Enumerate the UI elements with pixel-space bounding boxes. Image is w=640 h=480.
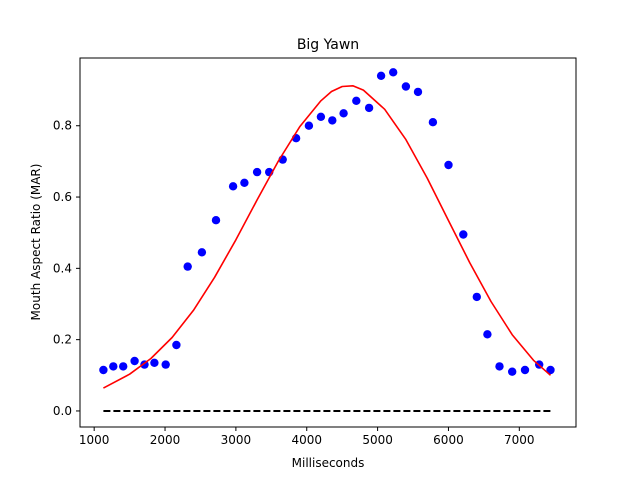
data-point [495, 362, 504, 371]
data-point [183, 262, 192, 271]
x-axis-label: Milliseconds [292, 456, 365, 470]
data-point [109, 362, 118, 371]
x-tick-label: 4000 [291, 433, 322, 447]
data-point [240, 178, 249, 187]
x-tick-label: 5000 [362, 433, 393, 447]
data-point [428, 118, 438, 127]
y-tick-label: 0.6 [53, 190, 72, 204]
data-point [389, 68, 398, 77]
data-point [304, 121, 314, 130]
data-point [520, 365, 530, 375]
data-point [316, 112, 326, 122]
data-point [197, 248, 207, 257]
data-point [352, 96, 361, 106]
chart-title: Big Yawn [297, 37, 359, 53]
plot-frame [79, 57, 577, 428]
data-point [328, 116, 337, 125]
data-point [252, 167, 262, 177]
data-point [172, 340, 181, 350]
x-tick-label: 2000 [150, 433, 181, 447]
data-point [339, 109, 348, 118]
plot-area [99, 68, 555, 412]
x-tick-label: 7000 [504, 433, 535, 447]
y-tick-label: 0.0 [53, 404, 72, 418]
data-point [130, 356, 139, 366]
y-tick-label: 0.4 [53, 261, 72, 275]
data-point [401, 82, 411, 91]
data-point [483, 330, 492, 339]
x-tick-label: 3000 [221, 433, 252, 447]
data-point [364, 103, 374, 113]
data-point [99, 365, 108, 375]
data-point [546, 365, 555, 375]
y-tick-label: 0.2 [53, 333, 72, 347]
y-axis-label: Mouth Aspect Ratio (MAR) [29, 164, 43, 321]
x-tick-label: 6000 [433, 433, 464, 447]
data-point [211, 216, 221, 225]
data-point [444, 160, 453, 170]
data-point [413, 87, 423, 97]
axes: 1000 2000 3000 4000 5000 6000 7000 0.0 0.2 0.4 0.6… [53, 119, 535, 447]
x-tick-label: 1000 [79, 433, 110, 447]
data-point [150, 358, 159, 367]
data-point [161, 360, 170, 369]
fit-curve [103, 85, 552, 389]
data-point [376, 71, 386, 81]
data-point [459, 230, 468, 239]
data-point [472, 292, 481, 302]
data-point [508, 367, 517, 376]
y-tick-label: 0.8 [53, 119, 72, 133]
data-point [228, 182, 238, 191]
data-point [119, 362, 128, 371]
